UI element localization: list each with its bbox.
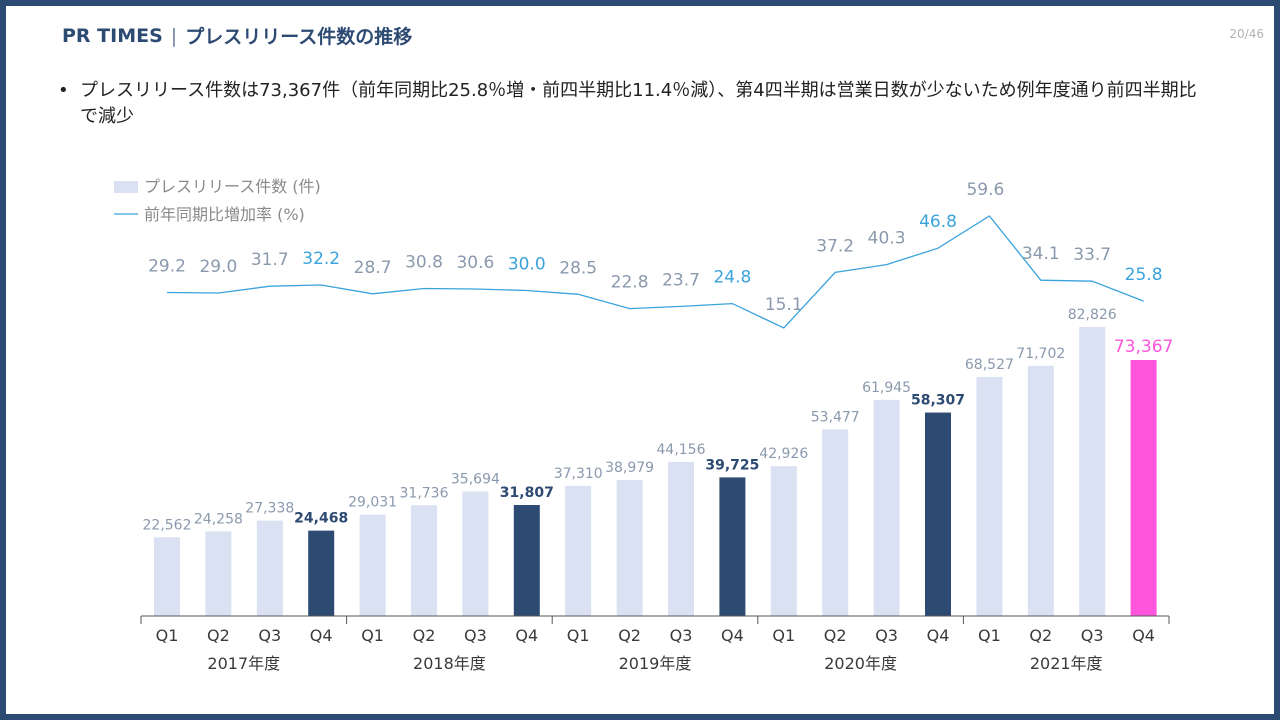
bar-q4-7 (513, 505, 540, 616)
line-value-label: 29.2 (148, 257, 186, 277)
legend-label-line: 前年同期比増加率 (%) (144, 205, 305, 224)
bar-value-label: 39,725 (705, 457, 759, 473)
line-value-label: 15.1 (765, 295, 803, 315)
bar-value-label: 38,979 (605, 460, 654, 476)
bar-value-label: 24,258 (194, 511, 243, 527)
bar-value-label: 31,736 (400, 485, 449, 501)
bar-value-label: 29,031 (348, 495, 397, 511)
bar-q1-4 (359, 514, 386, 616)
bar-q2-1 (205, 531, 232, 616)
x-group-label: 2019年度 (619, 654, 692, 673)
bar-value-label: 71,702 (1016, 346, 1065, 362)
bar-q1-16 (976, 376, 1003, 616)
bar-value-label: 58,307 (911, 393, 965, 409)
line-value-label: 30.8 (405, 252, 443, 272)
x-group-label: 2021年度 (1030, 654, 1103, 673)
bar-q4-3 (308, 530, 335, 616)
x-tick-label: Q2 (824, 626, 847, 645)
line-value-label: 28.7 (354, 258, 392, 278)
x-tick-label: Q2 (618, 626, 641, 645)
bar-value-label: 22,562 (143, 517, 192, 533)
page-title: プレスリリース件数の推移 (185, 26, 413, 48)
bar-q2-17 (1027, 365, 1054, 616)
growth-rate-line (166, 215, 1144, 329)
bar-value-label: 68,527 (965, 357, 1014, 373)
slide-header: PR TIMES | プレスリリース件数の推移 (62, 22, 412, 49)
x-tick-label: Q1 (772, 626, 795, 645)
bar-value-label: 42,926 (759, 446, 808, 462)
line-value-label: 31.7 (251, 250, 289, 270)
x-tick-label: Q3 (258, 626, 281, 645)
x-tick-label: Q2 (413, 626, 436, 645)
x-tick-label: Q2 (1029, 626, 1052, 645)
x-tick-label: Q3 (670, 626, 693, 645)
bar-q3-14 (873, 399, 900, 616)
line-value-label: 28.5 (559, 258, 597, 278)
legend-label-bars: プレスリリース件数 (件) (144, 177, 321, 196)
line-value-label: 59.6 (966, 180, 1004, 200)
bar-q3-2 (256, 520, 283, 616)
bar-value-label: 82,826 (1068, 307, 1117, 323)
line-value-label: 25.8 (1125, 265, 1163, 285)
line-value-label: 32.2 (302, 249, 340, 269)
bar-q2-9 (616, 479, 643, 616)
bar-q2-13 (822, 429, 849, 616)
x-tick-label: Q3 (464, 626, 487, 645)
x-tick-label: Q1 (156, 626, 179, 645)
bar-value-label: 35,694 (451, 471, 500, 487)
line-value-label: 33.7 (1073, 245, 1111, 265)
summary-text: プレスリリース件数は73,367件（前年同期比25.8％増・前四半期比11.4％… (80, 80, 1197, 127)
bar-value-label: 73,367 (1114, 337, 1173, 357)
line-value-label: 23.7 (662, 270, 700, 290)
bar-q1-8 (565, 485, 592, 616)
x-tick-label: Q3 (1081, 626, 1104, 645)
brand-name: PR TIMES (62, 24, 163, 47)
x-tick-label: Q4 (927, 626, 950, 645)
bar-q3-10 (668, 461, 694, 616)
bar-value-label: 24,468 (294, 511, 348, 527)
bar-q4-11 (719, 477, 746, 616)
x-group-label: 2017年度 (207, 654, 280, 673)
x-tick-label: Q4 (1132, 626, 1155, 645)
legend-swatch-bars (114, 181, 138, 193)
line-value-label: 30.6 (456, 253, 494, 273)
x-tick-label: Q2 (207, 626, 230, 645)
bar-q3-6 (462, 491, 489, 616)
line-value-label: 22.8 (611, 273, 649, 293)
x-tick-label: Q4 (310, 626, 333, 645)
x-tick-label: Q3 (875, 626, 898, 645)
x-group-label: 2020年度 (824, 654, 897, 673)
x-tick-label: Q1 (361, 626, 384, 645)
bar-value-label: 44,156 (657, 442, 706, 458)
bar-q1-0 (154, 537, 180, 616)
header-separator: | (170, 24, 178, 47)
bar-q1-12 (770, 466, 797, 616)
bar-q4-15 (925, 412, 951, 616)
x-tick-label: Q1 (978, 626, 1001, 645)
line-value-label: 46.8 (919, 212, 957, 232)
line-value-label: 30.0 (508, 254, 546, 274)
summary-bullet: • プレスリリース件数は73,367件（前年同期比25.8％増・前四半期比11.… (58, 78, 1208, 130)
line-value-label: 34.1 (1022, 244, 1060, 264)
bar-value-label: 61,945 (862, 380, 911, 396)
x-group-label: 2018年度 (413, 654, 486, 673)
bar-value-label: 27,338 (245, 501, 294, 517)
line-value-label: 40.3 (868, 229, 906, 249)
x-tick-label: Q4 (515, 626, 538, 645)
bar-q4-19 (1130, 360, 1157, 616)
page-number: 20/46 (1229, 27, 1264, 41)
bar-value-label: 31,807 (500, 485, 554, 501)
x-tick-label: Q1 (567, 626, 590, 645)
bullet-dot: • (58, 80, 69, 101)
bar-q2-5 (411, 505, 437, 616)
bar-value-label: 53,477 (811, 409, 860, 425)
line-value-label: 29.0 (199, 257, 237, 277)
bar-value-label: 37,310 (554, 466, 603, 482)
x-tick-label: Q4 (721, 626, 744, 645)
bar-q3-18 (1079, 327, 1106, 616)
line-value-label: 24.8 (713, 268, 751, 288)
line-value-label: 37.2 (816, 236, 854, 256)
